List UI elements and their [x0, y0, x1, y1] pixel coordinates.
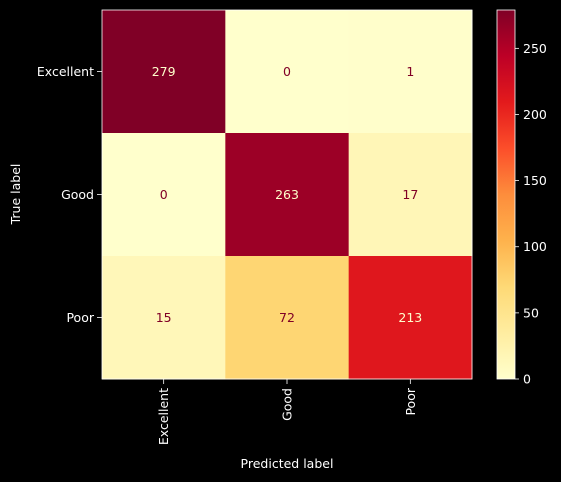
y-tick-label: Poor — [66, 310, 94, 325]
colorbar — [496, 9, 516, 380]
colorbar-tick-label: 150 — [523, 173, 547, 188]
x-tick-label: Poor — [403, 387, 418, 415]
x-tick-label: Good — [280, 388, 295, 421]
cell-value-label: 1 — [406, 64, 414, 79]
matrix-cell — [225, 10, 350, 134]
cell-value-label: 0 — [160, 187, 168, 202]
matrix-cell — [348, 256, 473, 380]
y-axis-label: True label — [8, 164, 23, 226]
cell-value-label: 263 — [275, 187, 299, 202]
cell-value-label: 213 — [398, 310, 422, 325]
matrix-cell — [102, 133, 226, 257]
x-tick-label: Excellent — [156, 388, 171, 445]
colorbar-tick-label: 250 — [523, 41, 547, 56]
cell-value-label: 15 — [156, 310, 172, 325]
y-axis-ticks: Excellent Good Poor — [37, 64, 102, 325]
matrix-cell — [102, 256, 226, 380]
colorbar-tick-label: 200 — [523, 107, 547, 122]
cell-value-label: 72 — [279, 310, 295, 325]
x-axis-ticks: Excellent Good Poor — [156, 379, 418, 445]
matrix-cell — [348, 10, 473, 134]
matrix-cell — [348, 133, 473, 257]
cell-value-label: 279 — [152, 64, 176, 79]
cell-value-label: 0 — [283, 64, 291, 79]
x-axis-label: Predicted label — [241, 456, 334, 471]
y-tick-label: Good — [61, 187, 94, 202]
cell-value-label: 17 — [402, 187, 418, 202]
y-tick-label: Excellent — [37, 64, 94, 79]
colorbar-ticks: 0 50 100 150 200 250 — [515, 41, 547, 387]
colorbar-tick-label: 0 — [523, 372, 531, 387]
matrix-cell — [225, 256, 350, 380]
matrix-cell — [225, 133, 350, 257]
colorbar-tick-label: 100 — [523, 239, 547, 254]
matrix-cells: 279 0 1 0 263 17 15 72 213 — [102, 10, 473, 380]
matrix-cell — [102, 10, 226, 134]
colorbar-tick-label: 50 — [523, 305, 539, 320]
